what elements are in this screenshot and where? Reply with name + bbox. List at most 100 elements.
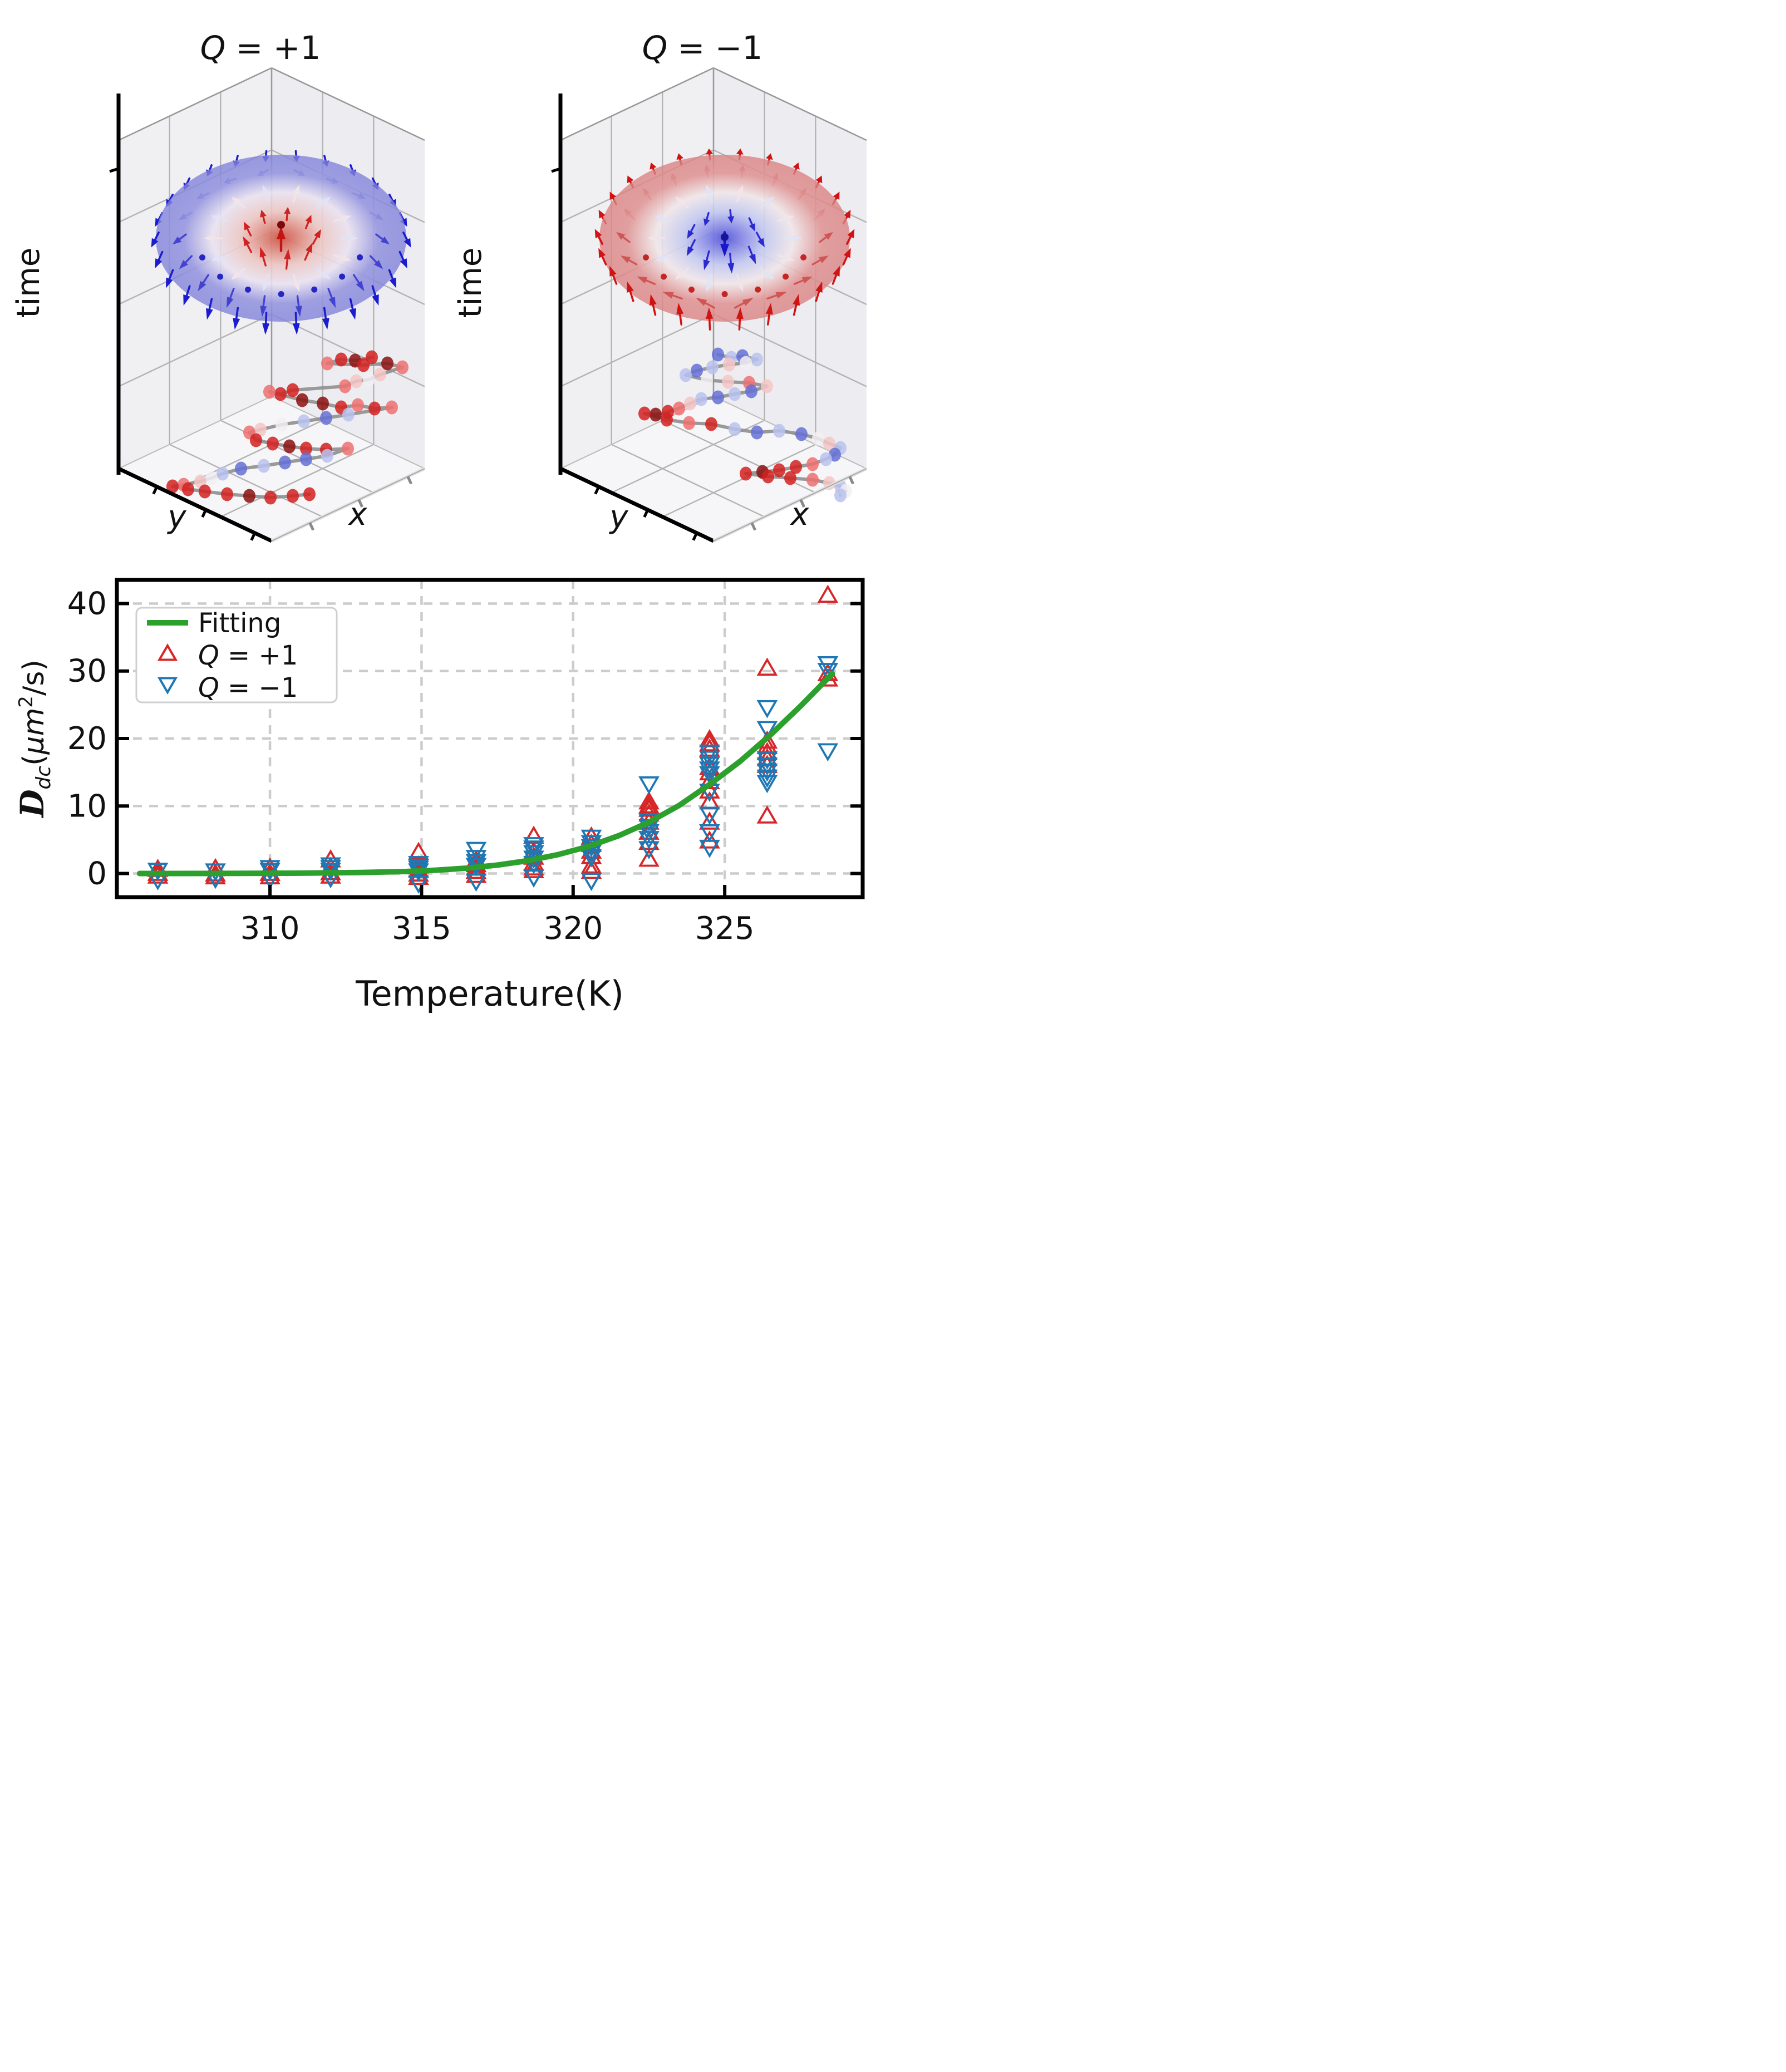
trajectory-point xyxy=(823,436,835,451)
marker-q-minus xyxy=(756,775,778,794)
rim-arrow-head xyxy=(793,162,800,170)
mid-ring-arrow-head xyxy=(262,184,269,195)
rim-arrow-head xyxy=(400,258,407,269)
marker-q-minus xyxy=(523,845,544,864)
rim-arrow-head xyxy=(765,303,773,315)
mid-ring-arrow-tail xyxy=(264,192,270,203)
legend: Fitting Q = +1 Q = −1 xyxy=(135,607,338,703)
outer-ring-arrow-tail xyxy=(229,288,235,299)
y-edge-tick xyxy=(250,532,257,541)
inner-ring-arrow-head xyxy=(260,209,267,218)
outer-ring-arrow-head xyxy=(328,297,336,308)
rim-arrow-head xyxy=(706,307,714,319)
inner-ring-arrow-tail xyxy=(748,217,753,226)
inner-ring-arrow-tail xyxy=(285,258,288,270)
marker-q-minus xyxy=(465,854,487,873)
x-axis-edge-line xyxy=(271,468,425,542)
trajectory-point xyxy=(762,469,774,484)
outer-ring-arrow-head xyxy=(742,298,754,306)
rim-arrow-tail xyxy=(612,274,618,285)
mid-ring-arrow-tail xyxy=(316,267,325,275)
trajectory-point xyxy=(680,368,692,382)
legend-box xyxy=(135,607,338,703)
marker-q-minus xyxy=(408,875,429,894)
x-tick-label: 315 xyxy=(392,911,451,947)
inner-ring-arrow-tail xyxy=(246,228,252,237)
trajectory-point xyxy=(723,357,735,372)
marker-q-minus xyxy=(756,763,778,782)
mid-ring-arrow-tail xyxy=(333,254,344,259)
y-tick-label: 40 xyxy=(67,585,107,622)
time-axis-tick xyxy=(551,167,561,173)
trajectory-point xyxy=(368,401,381,416)
trajectory-point xyxy=(363,372,375,387)
marker-q-plus xyxy=(523,857,544,876)
mid-ring-arrow-tail xyxy=(292,192,298,203)
rim-arrow-tail xyxy=(185,285,191,297)
grid-wall-left xyxy=(118,313,272,387)
ring-dot xyxy=(199,254,205,261)
marker-q-minus xyxy=(523,840,544,859)
outer-ring-arrow-head xyxy=(226,297,234,308)
outer-ring-arrow-head xyxy=(374,260,383,269)
trajectory-point xyxy=(745,384,757,398)
mid-ring-arrow-head xyxy=(706,184,713,195)
outer-ring-arrow-tail xyxy=(178,233,187,240)
rim-arrow-head xyxy=(609,265,617,277)
marker-q-plus xyxy=(699,739,720,757)
y-axis-edge xyxy=(559,466,715,543)
inner-ring-arrow-tail xyxy=(729,209,732,218)
rim-arrow-tail xyxy=(597,235,603,245)
inner-ring-arrow-tail xyxy=(246,243,253,253)
inner-ring-arrow-head xyxy=(686,246,694,257)
x-edge-tick xyxy=(848,476,855,485)
rim-arrow-tail xyxy=(629,291,634,302)
panel-3d-q-minus: Q = −1 time y x xyxy=(452,29,868,543)
mid-ring-arrow-head xyxy=(675,271,685,280)
rim-arrow-tail xyxy=(846,235,852,245)
trajectory-point xyxy=(386,400,398,415)
chart-plot-area: 310 315 320 325 0 10 20 30 40 xyxy=(67,578,865,947)
rim-arrow-head xyxy=(609,191,617,200)
rim-arrow-tail xyxy=(402,232,409,241)
marker-q-minus xyxy=(638,831,660,849)
rim-arrow-head xyxy=(165,277,173,288)
mid-ring-arrow-tail xyxy=(237,267,246,275)
outer-ring-arrow-tail xyxy=(819,236,828,243)
inner-ring-arrow-head xyxy=(703,218,710,227)
x-axis-label: x xyxy=(347,496,367,533)
rim-arrow-head xyxy=(627,175,634,184)
inner-ring-arrow-tail xyxy=(304,250,310,261)
center-arrow-head xyxy=(720,244,729,257)
outer-ring-arrow-head xyxy=(775,292,787,299)
mid-ring-arrow-head xyxy=(736,184,744,195)
3d-scene-q-minus xyxy=(551,67,868,543)
edge-top xyxy=(560,67,714,141)
rim-arrow-head xyxy=(594,229,602,239)
trajectory-point xyxy=(729,422,741,436)
marker-q-minus xyxy=(465,873,487,892)
outer-ring-arrow-head xyxy=(173,237,182,245)
marker-q-minus xyxy=(638,841,660,860)
trajectory-point xyxy=(250,433,262,447)
mid-ring-arrow-head xyxy=(210,215,221,222)
trajectory-point xyxy=(254,422,267,437)
legend-q-minus-label: Q = −1 xyxy=(198,672,298,703)
outer-ring-arrow-tail xyxy=(375,233,384,240)
trajectory-point xyxy=(287,383,299,397)
marker-q-minus xyxy=(699,839,720,858)
rim-arrow-head xyxy=(650,162,657,170)
edge-top xyxy=(713,67,867,141)
trajectory-point xyxy=(374,367,386,382)
inner-ring-arrow-tail xyxy=(262,255,267,267)
legend-q-plus-label: Q = +1 xyxy=(198,640,298,671)
marker-q-plus xyxy=(756,805,778,824)
trajectory-point xyxy=(834,488,847,503)
rim-arrow-tail xyxy=(793,303,798,316)
outer-ring-arrow-tail xyxy=(296,295,300,307)
ring-dot xyxy=(311,286,318,293)
time-axis-label: time xyxy=(452,248,489,318)
trajectory-point xyxy=(303,487,316,501)
outer-ring-arrow-tail xyxy=(766,294,778,300)
center-arrow-head xyxy=(277,226,286,239)
